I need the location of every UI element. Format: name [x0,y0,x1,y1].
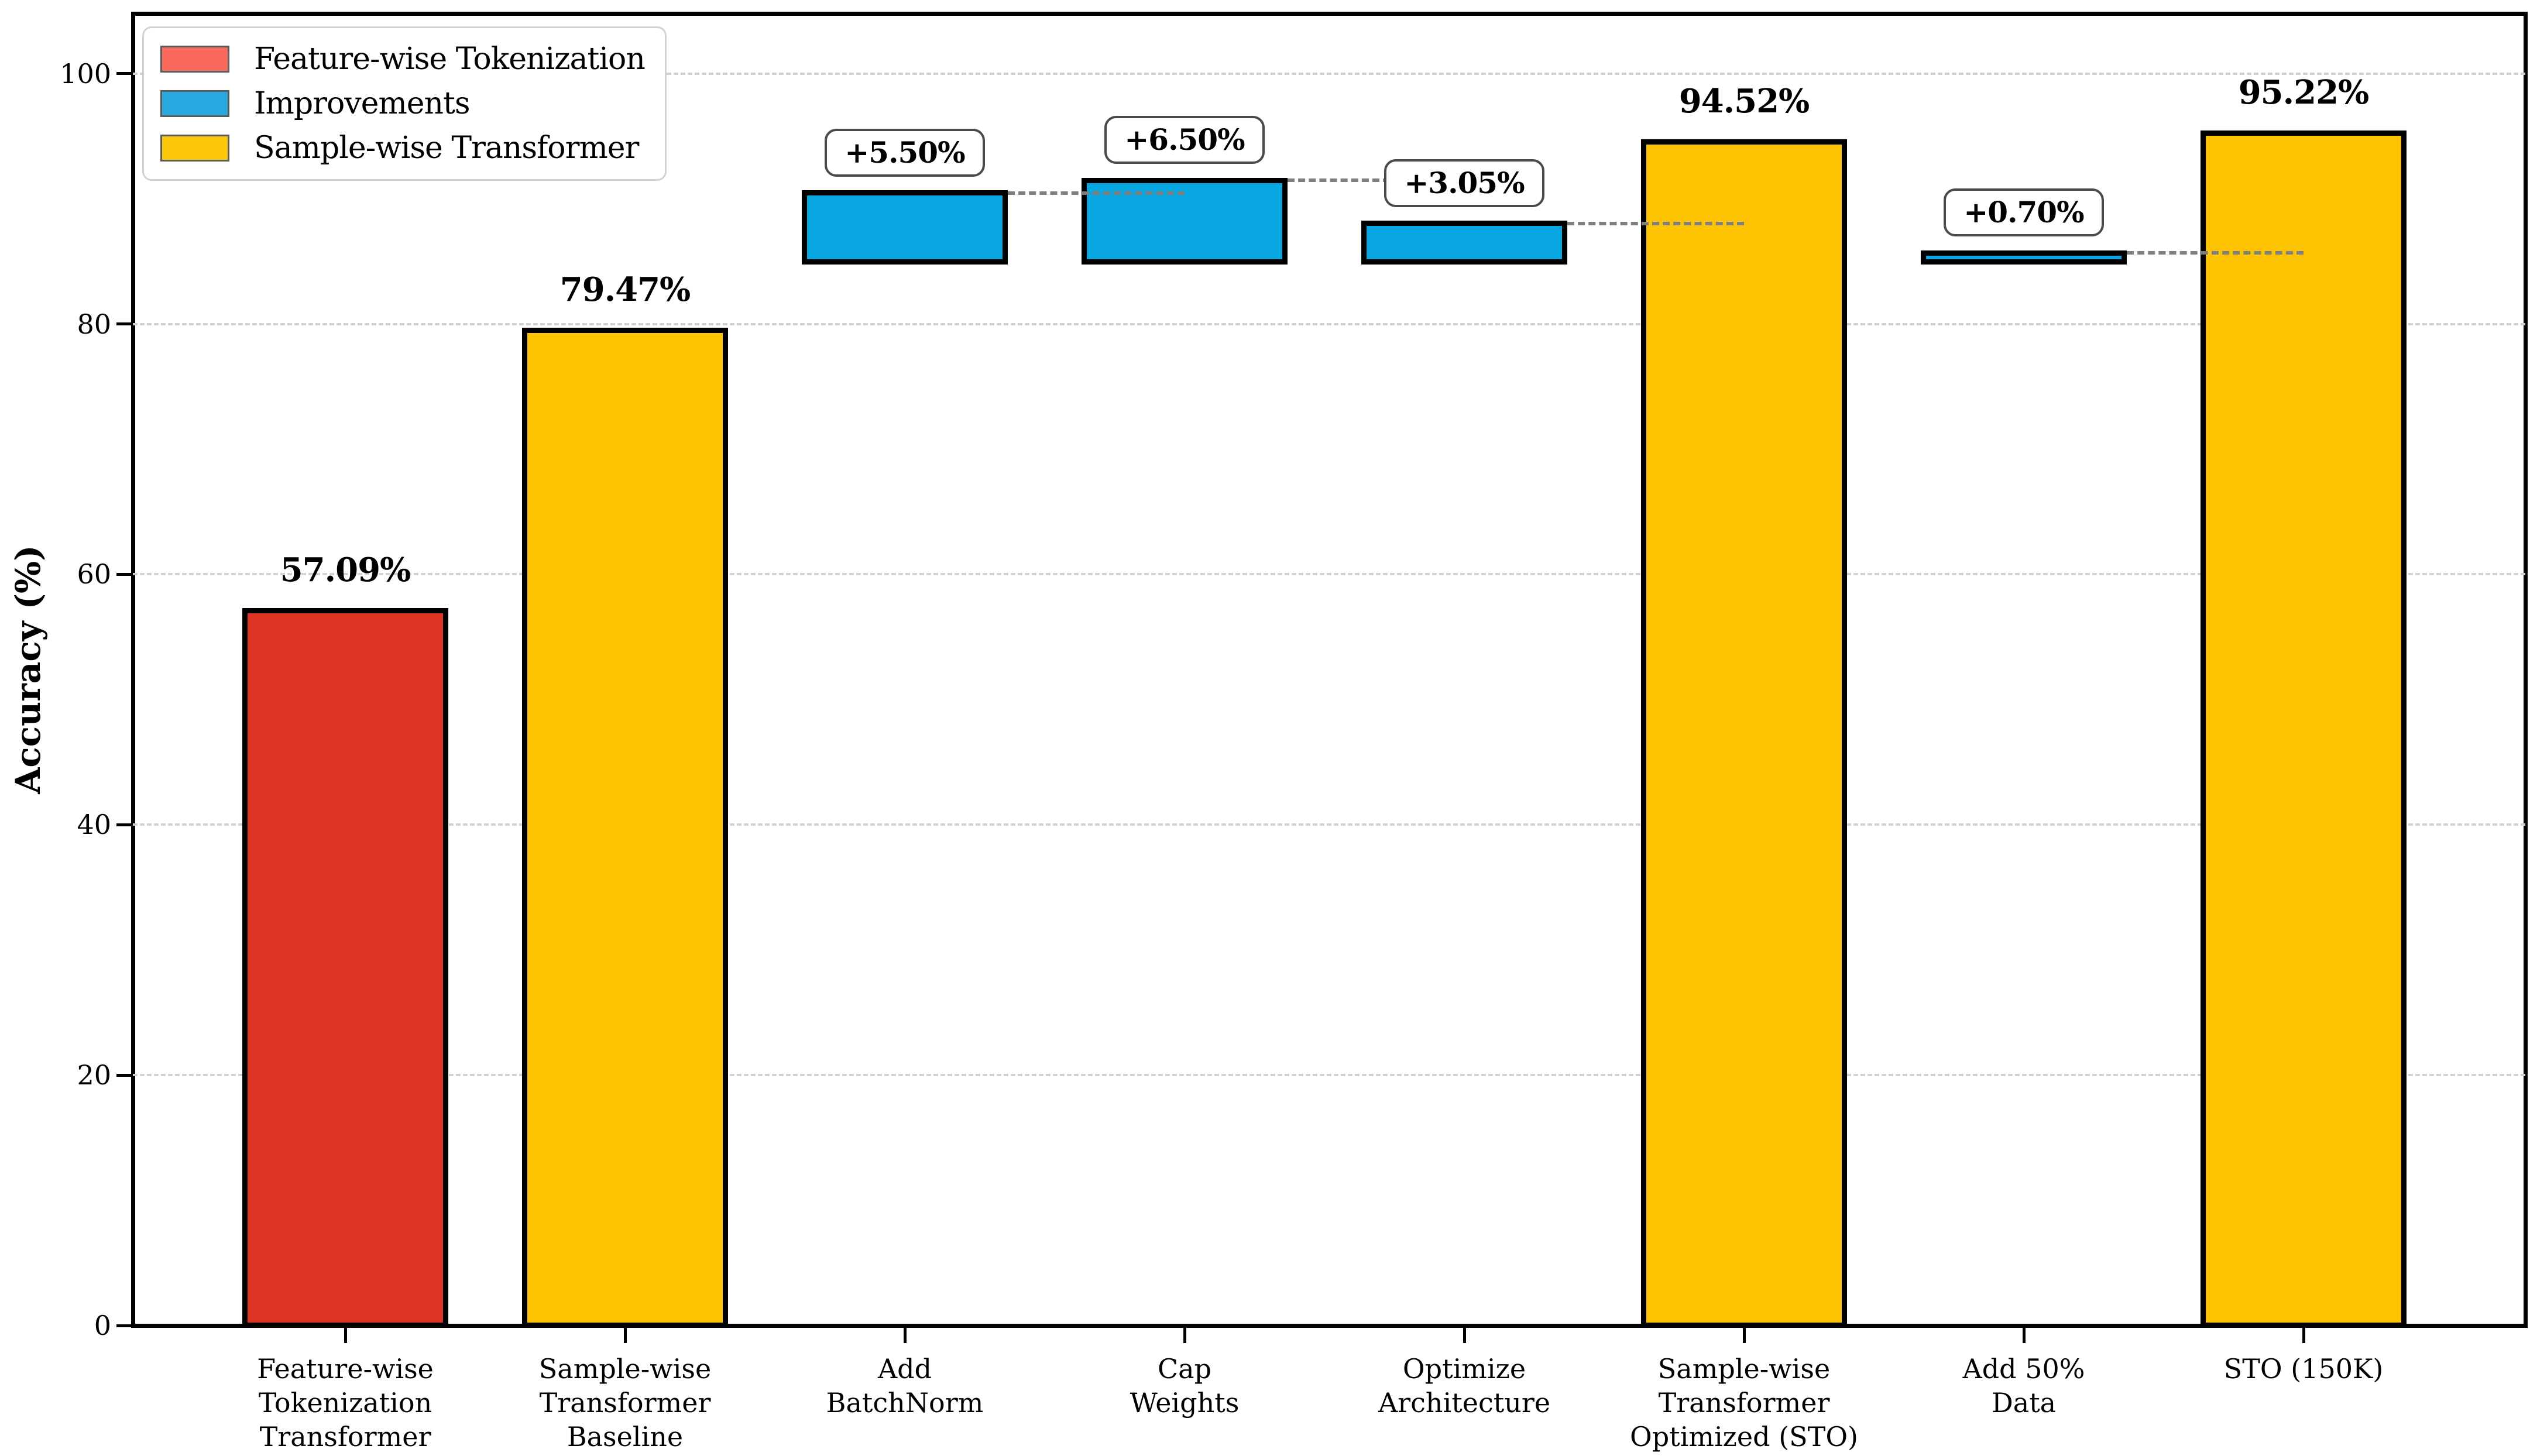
x-tick-label-2: Add BatchNorm [826,1353,984,1419]
bar-sto-(150k) [2201,131,2407,1328]
legend-swatch-blue [160,90,229,117]
y-tick-label-20: 20 [77,1059,111,1091]
bar-feature-wise-tokenization-transformer [242,608,448,1328]
connector-line-2 [1567,221,1744,225]
bar-sample-wise-transformer-baseline [522,328,728,1328]
legend-label: Sample-wise Transformer [254,131,639,166]
x-tick-mark-4 [1463,1328,1466,1343]
x-tick-label-7: STO (150K) [2223,1353,2384,1385]
x-tick-mark-2 [903,1328,907,1343]
x-tick-mark-6 [2022,1328,2026,1343]
bar-value-label: 57.09% [280,550,411,589]
x-tick-mark-7 [2302,1328,2305,1343]
grid-line-40 [133,823,2525,826]
grid-line-60 [133,573,2525,576]
annotation-box: +6.50% [1104,116,1265,164]
legend-label: Improvements [254,86,471,121]
grid-line-100 [133,72,2525,75]
y-tick-mark-80 [116,322,132,326]
y-tick-label-0: 0 [94,1310,111,1341]
y-tick-label-40: 40 [77,809,111,841]
annotation-wrap: +3.05% [1289,159,1640,207]
x-tick-label-0: Feature-wise Tokenization Transformer [257,1353,434,1452]
x-tick-label-1: Sample-wise Transformer Baseline [538,1353,712,1452]
x-tick-label-4: Optimize Architecture [1378,1353,1551,1419]
y-axis-title: Accuracy (%) [8,545,48,794]
x-tick-label-3: Cap Weights [1130,1353,1240,1419]
bar-value-label: 95.22% [2238,73,2370,112]
x-tick-mark-0 [344,1328,347,1343]
x-tick-mark-1 [623,1328,627,1343]
connector-line-0 [1008,191,1185,195]
grid-line-80 [133,322,2525,325]
plot-area-frame [131,12,2528,1328]
legend: Feature-wise Tokenization Improvements S… [142,26,667,181]
annotation-box: +5.50% [825,128,985,177]
legend-swatch-yellow [160,135,229,162]
annotation-wrap: +6.50% [1009,116,1360,164]
annotation-wrap: +0.70% [1848,188,2199,237]
legend-item-improvements: Improvements [160,87,645,121]
legend-item-sample-wise-transformer: Sample-wise Transformer [160,131,645,165]
y-tick-mark-100 [116,72,132,75]
bar-sample-wise-transformer-optimized-(sto) [1641,139,1847,1328]
legend-swatch-red [160,46,229,73]
x-tick-label-5: Sample-wise Transformer Optimized (STO) [1629,1353,1858,1452]
x-tick-label-6: Add 50% Data [1962,1353,2085,1419]
annotation-box: +3.05% [1384,159,1544,207]
legend-item-feature-wise-tokenization: Feature-wise Tokenization [160,42,646,77]
legend-label: Feature-wise Tokenization [254,42,646,77]
bar-add-batchnorm [802,190,1008,265]
x-tick-mark-3 [1183,1328,1186,1343]
annotation-wrap: +5.50% [729,128,1080,177]
y-tick-label-80: 80 [77,308,111,340]
bar-value-label: 79.47% [559,270,691,309]
y-tick-label-100: 100 [60,57,111,90]
grid-line-20 [133,1074,2525,1077]
y-tick-label-60: 60 [77,558,111,590]
bar-optimize-architecture [1361,221,1567,265]
annotation-box: +0.70% [1944,188,2104,237]
y-tick-mark-0 [116,1324,132,1327]
bar-add-50%-data [1921,250,2127,265]
y-tick-mark-40 [116,823,132,826]
x-tick-mark-5 [1742,1328,1746,1343]
bar-value-label: 94.52% [1678,81,1810,121]
y-tick-mark-20 [116,1073,132,1077]
connector-line-3 [2127,251,2304,255]
connector-line-1 [1288,178,1464,183]
y-tick-mark-60 [116,572,132,576]
